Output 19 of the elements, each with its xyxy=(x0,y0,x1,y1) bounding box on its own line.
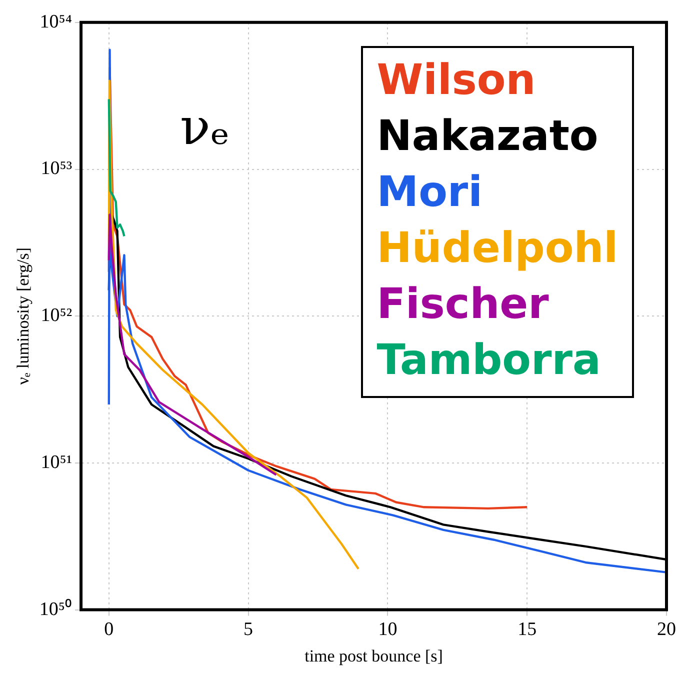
text: Hüdelpohl xyxy=(376,222,618,274)
y-axis-title: νₑ luminosity [erg/s] xyxy=(14,247,33,385)
y-tick-label: 10⁵⁴ xyxy=(40,11,72,32)
y-tick-label: 10⁵¹ xyxy=(40,452,72,473)
y-tick-label: 10⁵² xyxy=(40,305,72,326)
x-tick-label: 5 xyxy=(244,619,254,640)
text: Fischer xyxy=(376,278,550,330)
text: Mori xyxy=(376,166,484,218)
x-tick-label: 15 xyxy=(518,619,537,640)
text: Nakazato xyxy=(376,110,600,162)
y-tick-label: 10⁵³ xyxy=(40,158,72,180)
x-tick-label: 0 xyxy=(104,619,114,640)
x-axis-title: time post bounce [s] xyxy=(304,646,443,666)
x-tick-label: 10 xyxy=(378,619,398,640)
annotation: νₑ xyxy=(180,98,230,156)
y-tick-label: 10⁵⁰ xyxy=(39,598,72,620)
x-tick-label: 20 xyxy=(657,619,676,640)
text: Wilson xyxy=(376,54,537,106)
text: Tamborra xyxy=(376,334,602,386)
